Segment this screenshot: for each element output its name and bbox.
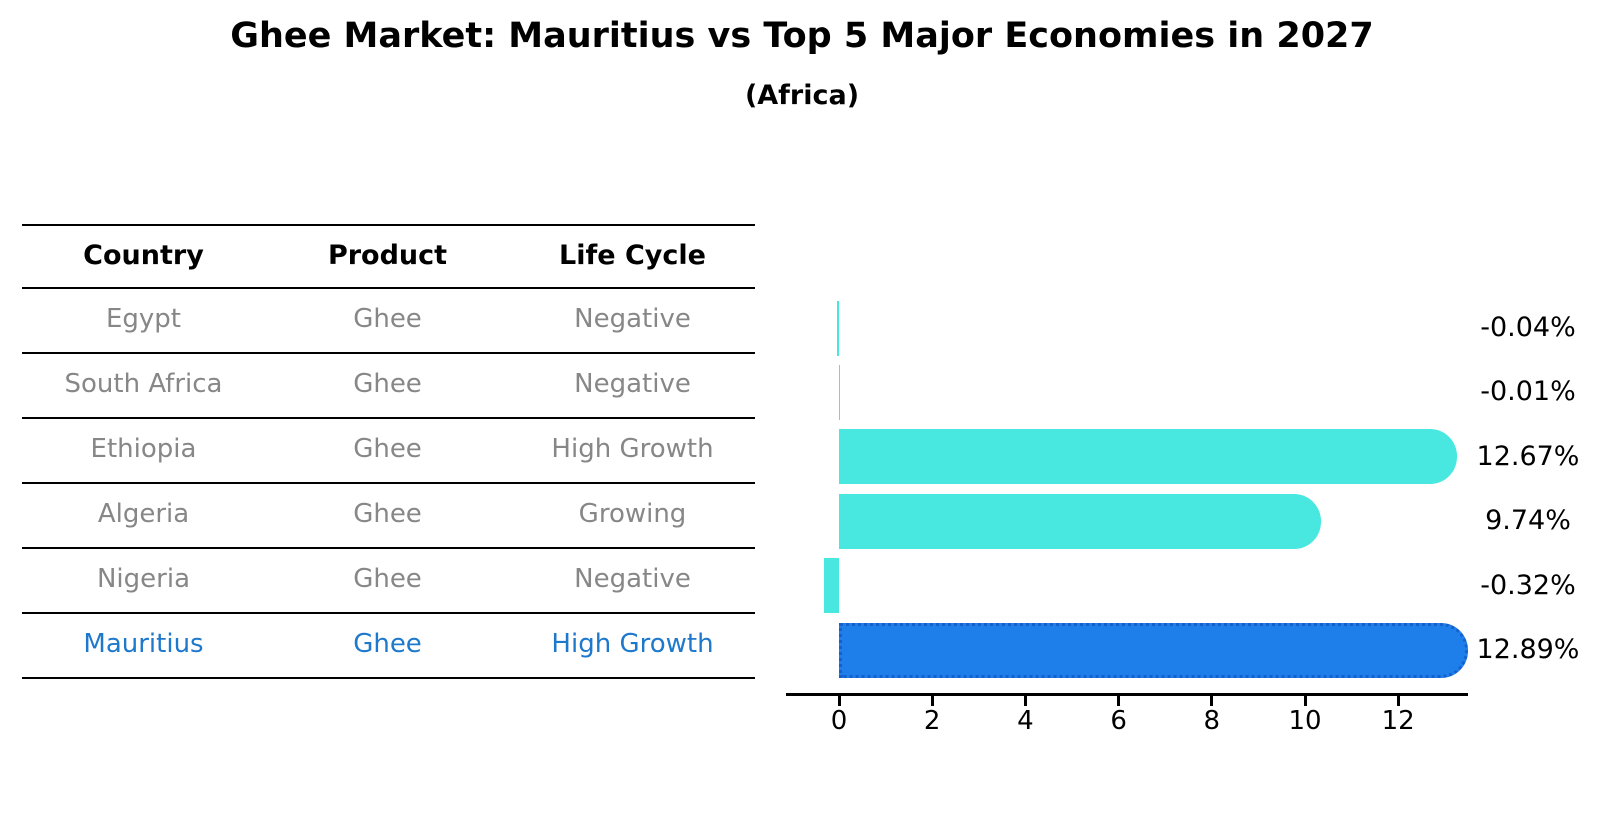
chart-title: Ghee Market: Mauritius vs Top 5 Major Ec… (230, 16, 1374, 56)
table-rule (22, 677, 755, 679)
table-rule (22, 612, 755, 614)
x-axis-tick (837, 696, 841, 706)
bar-south-africa (838, 364, 840, 420)
bar-mauritius (839, 622, 1468, 678)
cell-product: Ghee (353, 629, 422, 659)
cell-product: Ghee (353, 304, 422, 334)
cell-product: Ghee (353, 564, 422, 594)
cell-life-cycle: High Growth (551, 629, 714, 659)
bar-algeria (839, 493, 1321, 549)
x-axis-tick (1396, 696, 1400, 706)
cell-life-cycle: Growing (578, 499, 687, 529)
cell-country: Nigeria (96, 564, 191, 594)
table-rule (22, 352, 755, 354)
cell-life-cycle: Negative (574, 564, 691, 594)
bar-value-label: -0.32% (1480, 569, 1576, 601)
chart-subtitle: (Africa) (744, 80, 860, 111)
column-header-country: Country (83, 240, 204, 271)
cell-product: Ghee (353, 434, 422, 464)
x-axis-tick (1117, 696, 1121, 706)
x-axis-tick (1303, 696, 1307, 706)
x-axis-tick-label: 2 (923, 706, 941, 736)
cell-life-cycle: Negative (574, 304, 691, 334)
x-axis-tick (930, 696, 934, 706)
cell-product: Ghee (353, 369, 422, 399)
table-rule (22, 287, 755, 289)
bar-value-label: 12.67% (1476, 440, 1580, 472)
table-row: Nigeria Ghee Negative (22, 547, 755, 612)
bar-value-label: 12.89% (1476, 634, 1580, 665)
bar-value-label: -0.01% (1480, 376, 1576, 408)
cell-country: Egypt (105, 304, 182, 334)
bar-nigeria (824, 558, 839, 614)
cell-life-cycle: Negative (574, 369, 691, 399)
column-header-product: Product (327, 240, 448, 271)
x-axis-tick-label: 10 (1288, 706, 1322, 736)
table-row-mauritius: Mauritius Ghee High Growth (22, 612, 755, 677)
bar-value-label: -0.04% (1480, 312, 1576, 343)
table-header-row: Country Product Life Cycle (22, 224, 755, 287)
cell-country: South Africa (64, 369, 223, 399)
x-axis-tick-label: 12 (1381, 706, 1415, 736)
table-row: Egypt Ghee Negative (22, 287, 755, 352)
x-axis-tick-label: 6 (1110, 706, 1127, 736)
table-rule (22, 417, 755, 419)
x-axis-tick-label: 0 (830, 706, 848, 736)
x-axis-tick-label: 8 (1203, 706, 1221, 736)
cell-country: Mauritius (83, 629, 204, 659)
cell-country: Ethiopia (90, 434, 197, 464)
bar-ethiopia (839, 429, 1458, 485)
column-header-life-cycle: Life Cycle (559, 240, 706, 271)
cell-product: Ghee (353, 499, 422, 529)
cell-life-cycle: High Growth (551, 434, 714, 464)
x-axis-tick-label: 4 (1017, 706, 1034, 736)
table-row: Algeria Ghee Growing (22, 482, 755, 547)
bar-egypt (837, 300, 839, 356)
bar-value-label: 9.74% (1485, 505, 1571, 537)
x-axis-line (786, 693, 1468, 696)
table-rule (22, 547, 755, 549)
table-rule (22, 224, 755, 226)
x-axis-tick (1210, 696, 1214, 706)
table-row: Ethiopia Ghee High Growth (22, 417, 755, 482)
table-row: South Africa Ghee Negative (22, 352, 755, 417)
cell-country: Algeria (97, 499, 190, 529)
x-axis-tick (1023, 696, 1027, 706)
table-rule (22, 482, 755, 484)
